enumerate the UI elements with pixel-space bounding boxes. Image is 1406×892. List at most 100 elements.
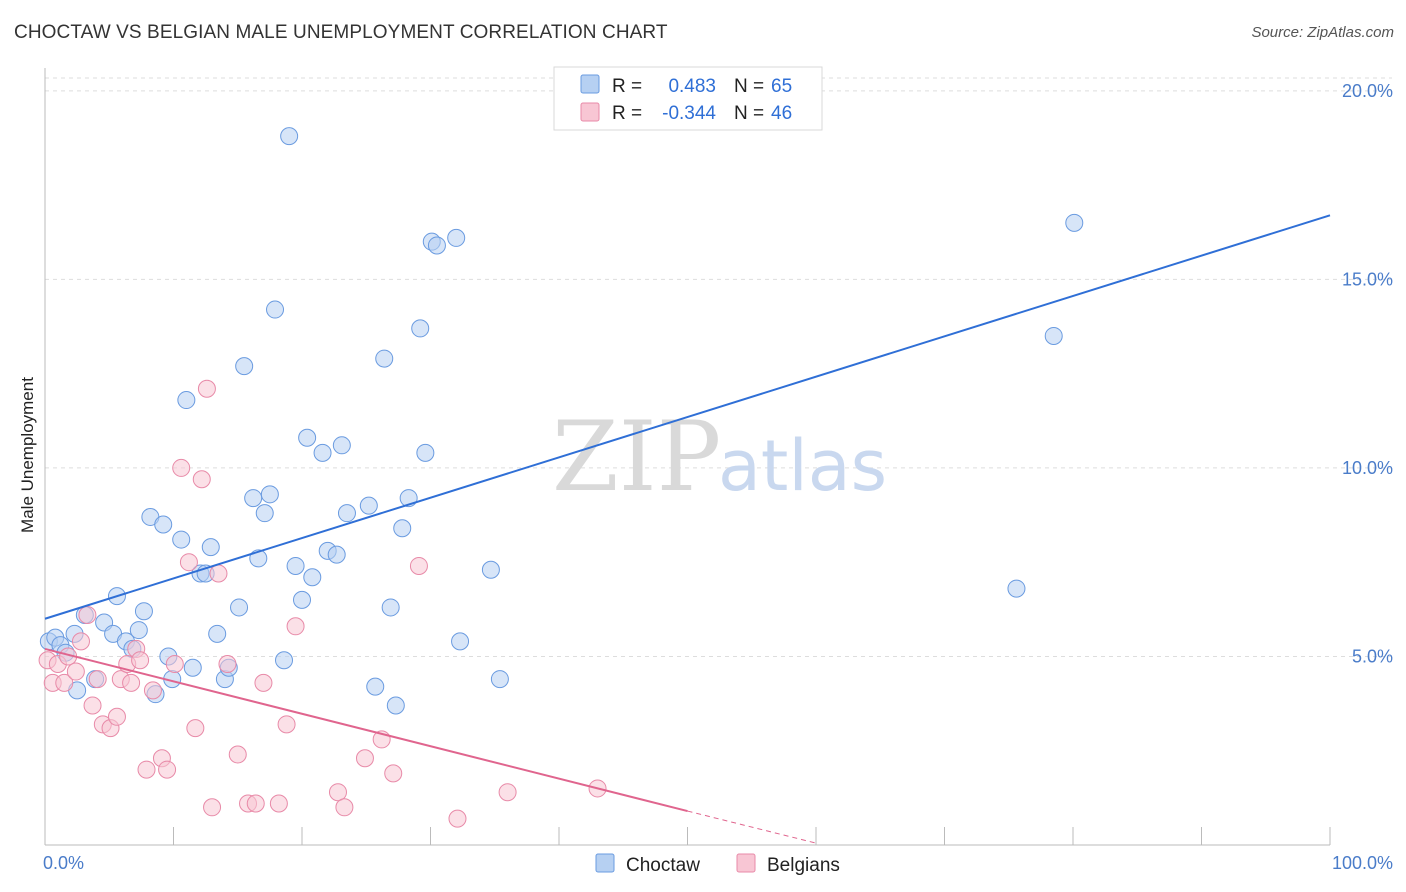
belgian-point	[254, 673, 273, 692]
choctaw-point	[332, 436, 351, 455]
belgian-point	[78, 605, 97, 624]
choctaw-point	[260, 485, 279, 504]
watermark-atlas: atlas	[718, 425, 887, 507]
choctaw-point	[286, 556, 305, 575]
choctaw-point	[490, 670, 509, 689]
choctaw-point	[293, 590, 311, 609]
belgian-point	[158, 760, 177, 779]
bottom-legend-swatch-choctaw	[595, 853, 615, 873]
choctaw-point	[313, 443, 332, 462]
choctaw-point	[280, 127, 299, 146]
legend-n-value-belgians: 46	[771, 103, 792, 124]
belgian-point	[228, 745, 247, 764]
watermark: ZIP atlas	[552, 401, 887, 513]
legend-n-label-choctaw: N =	[734, 76, 764, 97]
choctaw-point	[266, 300, 285, 319]
belgian-regression-extension	[687, 810, 817, 844]
choctaw-point	[381, 598, 400, 617]
legend-n-label-belgians: N =	[734, 103, 764, 124]
choctaw-regression-line	[44, 214, 1331, 620]
bottom-legend-swatch-belgians	[736, 853, 756, 873]
belgian-point	[71, 632, 90, 651]
belgian-point	[165, 655, 184, 674]
regression-lines	[44, 214, 1331, 844]
belgian-point	[498, 783, 517, 802]
legend-r-value-belgians: -0.344	[662, 103, 716, 124]
choctaw-point	[208, 624, 227, 643]
belgian-point	[277, 715, 296, 734]
choctaw-point	[386, 696, 405, 715]
bottom-legend: Choctaw Belgians	[595, 853, 840, 876]
legend-swatch-belgians	[580, 102, 600, 122]
choctaw-point	[1044, 326, 1063, 345]
choctaw-point	[172, 530, 191, 549]
belgian-point	[203, 798, 222, 817]
legend: R = 0.483 N = 65 R = -0.344 N = 46	[553, 66, 823, 131]
y-tick-label: 5.0%	[1352, 646, 1393, 666]
choctaw-point	[359, 496, 378, 515]
choctaw-point	[249, 549, 268, 568]
choctaw-point	[375, 349, 394, 368]
belgian-point	[286, 617, 305, 636]
x-tick-label: 100.0%	[1332, 853, 1393, 873]
choctaw-point	[244, 489, 263, 508]
choctaw-point	[416, 443, 435, 462]
belgian-point	[179, 553, 198, 572]
watermark-zip: ZIP	[552, 401, 721, 513]
data-points	[38, 127, 1084, 828]
belgian-point	[143, 681, 162, 700]
choctaw-point	[393, 519, 412, 538]
belgian-point	[172, 458, 191, 477]
choctaw-point	[366, 677, 385, 696]
belgian-point	[88, 670, 107, 689]
belgian-point	[335, 798, 354, 817]
tick-labels: 5.0% 10.0% 15.0% 20.0% 0.0% 100.0%	[43, 81, 1393, 873]
choctaw-point	[154, 515, 173, 534]
choctaw-point	[255, 504, 274, 523]
belgian-point	[269, 794, 288, 813]
belgian-point	[209, 564, 228, 583]
legend-r-label-choctaw: R =	[612, 76, 642, 97]
choctaw-point	[129, 621, 148, 640]
belgian-point	[328, 783, 347, 802]
choctaw-point	[337, 504, 356, 523]
choctaw-point	[230, 598, 249, 617]
y-tick-label: 20.0%	[1342, 81, 1393, 101]
belgian-point	[66, 662, 85, 681]
belgian-point	[192, 470, 211, 489]
choctaw-point	[447, 228, 466, 247]
choctaw-point	[327, 545, 346, 564]
belgian-regression-line	[44, 647, 688, 813]
choctaw-point	[201, 538, 220, 557]
belgian-point	[55, 673, 74, 692]
belgian-point	[355, 749, 374, 768]
choctaw-point	[275, 651, 294, 670]
source-label: Source: ZipAtlas.com	[1251, 24, 1394, 41]
choctaw-point	[1007, 579, 1026, 598]
belgian-point	[246, 794, 265, 813]
choctaw-point	[303, 568, 322, 587]
belgian-point	[218, 655, 237, 674]
choctaw-point	[411, 319, 430, 338]
choctaw-point	[451, 632, 470, 651]
choctaw-point	[235, 357, 254, 376]
y-tick-label: 15.0%	[1342, 269, 1393, 289]
legend-r-label-belgians: R =	[612, 103, 642, 124]
chart-title: CHOCTAW VS BELGIAN MALE UNEMPLOYMENT COR…	[14, 22, 668, 43]
bottom-legend-label-choctaw: Choctaw	[626, 855, 700, 876]
belgian-point	[83, 696, 102, 715]
x-tick-label: 0.0%	[43, 853, 84, 873]
axes	[44, 68, 1331, 846]
bottom-legend-label-belgians: Belgians	[767, 855, 840, 876]
belgian-point	[197, 379, 216, 398]
legend-r-value-choctaw: 0.483	[668, 76, 716, 97]
choctaw-point	[427, 236, 446, 255]
belgian-point	[107, 707, 126, 726]
choctaw-point	[177, 391, 196, 410]
belgian-point	[131, 651, 150, 670]
choctaw-point	[298, 428, 317, 447]
choctaw-point	[481, 560, 500, 579]
belgian-point	[122, 673, 141, 692]
choctaw-point	[1065, 213, 1084, 232]
